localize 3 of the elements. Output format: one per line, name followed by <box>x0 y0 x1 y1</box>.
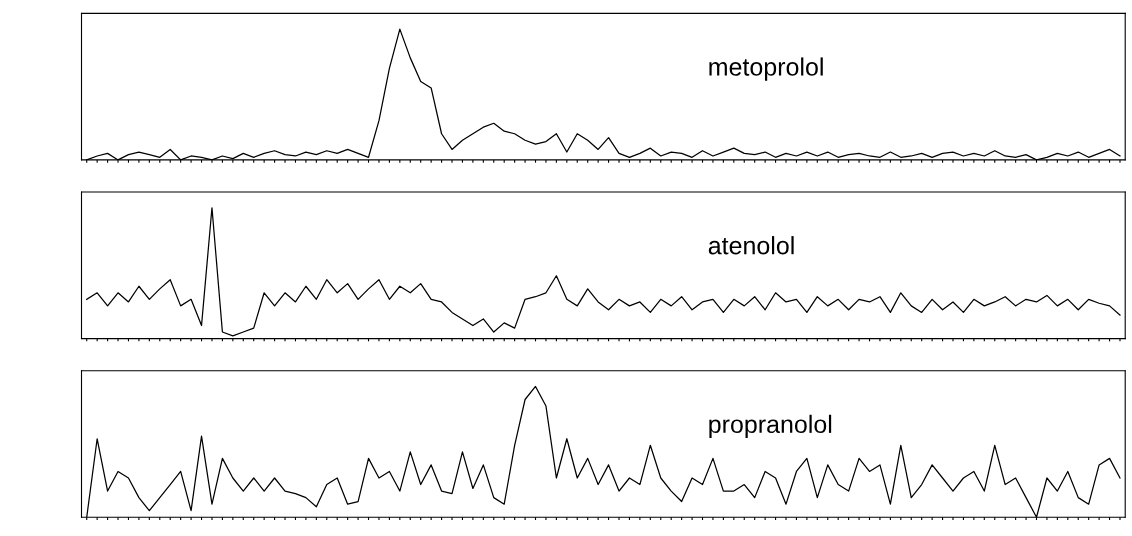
annotation: metoprolol <box>709 57 823 81</box>
annotation: propranolol <box>709 414 832 439</box>
annotation: atenolol <box>708 236 794 255</box>
